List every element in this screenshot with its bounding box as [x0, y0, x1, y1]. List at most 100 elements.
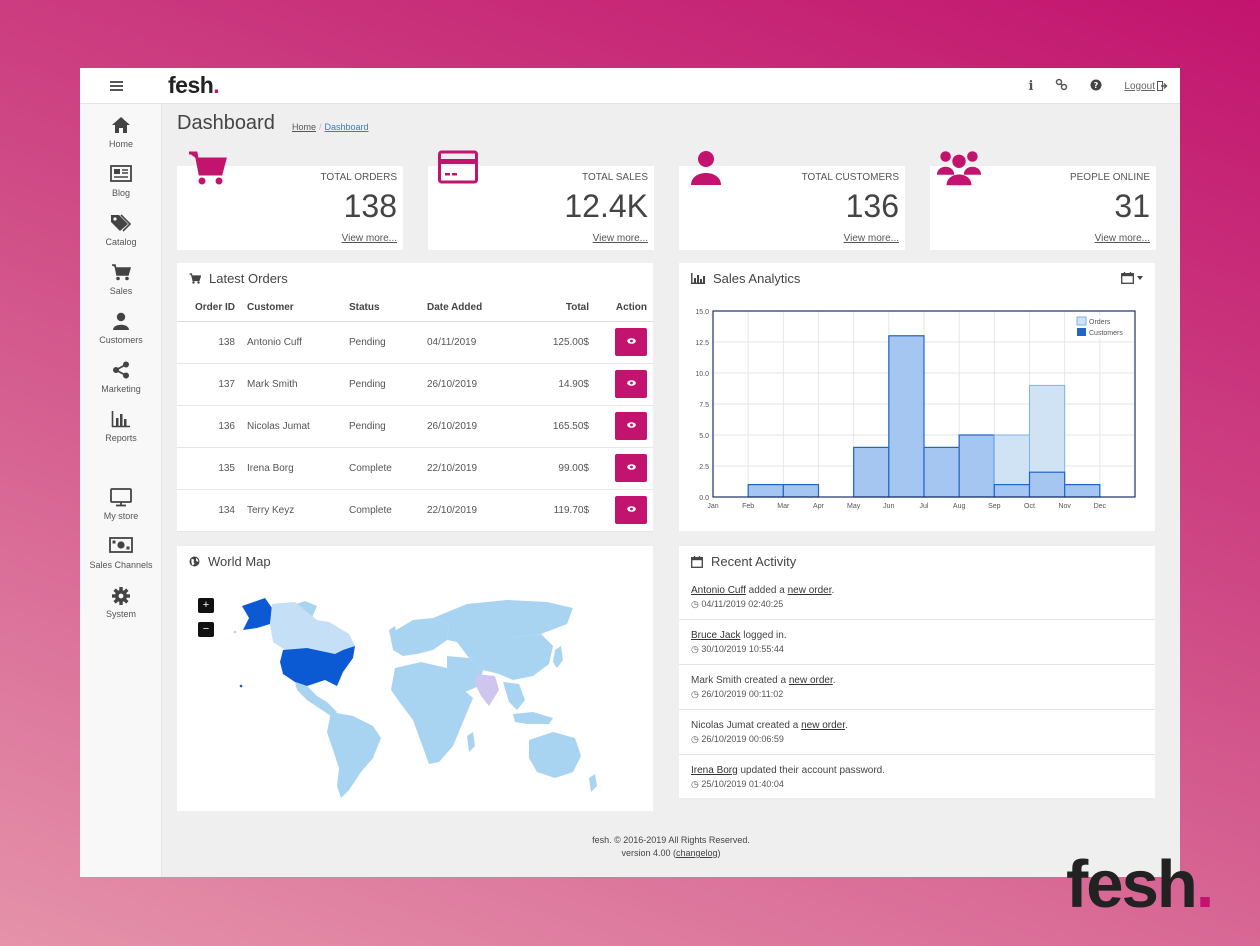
table-row: 137 Mark Smith Pending 26/10/2019 14.90$ [177, 363, 653, 406]
calendar-dropdown-button[interactable] [1121, 272, 1143, 284]
eye-icon [626, 380, 636, 386]
view-more-link[interactable]: View more... [843, 233, 899, 244]
order-date: 22/10/2019 [427, 489, 529, 532]
activity-item: Mark Smith created a new order. ◷ 26/10/… [679, 666, 1155, 710]
logo[interactable]: fesh. [168, 72, 220, 99]
map-region-australia [529, 732, 581, 778]
sidebar-item-home[interactable]: Home [80, 116, 162, 149]
activity-end: . [831, 585, 835, 596]
zoom-in-button[interactable]: + [198, 598, 214, 613]
order-customer: Mark Smith [247, 363, 349, 406]
map-region-india [475, 674, 499, 706]
x-tick-label: Oct [1024, 503, 1035, 510]
activity-text: Irena Borg updated their account passwor… [691, 765, 1155, 776]
eye-icon [626, 422, 636, 428]
sidebar-item-blog[interactable]: Blog [80, 165, 162, 198]
clock-icon: ◷ [691, 779, 702, 789]
map-region-asia [457, 634, 553, 680]
map-region-africa [391, 662, 473, 764]
view-more-link[interactable]: View more... [592, 233, 648, 244]
sidebar-item-sales-channels[interactable]: Sales Channels [80, 537, 162, 570]
sidebar-label: System [105, 609, 136, 619]
order-customer: Antonio Cuff [247, 321, 349, 364]
menu-toggle-icon[interactable] [110, 81, 123, 91]
breadcrumb-dashboard[interactable]: Dashboard [324, 122, 369, 132]
view-order-button[interactable] [615, 454, 647, 482]
order-total: 125.00$ [529, 321, 589, 364]
order-total: 119.70$ [529, 489, 589, 532]
view-order-button[interactable] [615, 496, 647, 524]
clock-icon: ◷ [691, 734, 702, 744]
version-close: ) [717, 848, 721, 858]
bar-customers [958, 434, 995, 498]
sidebar-item-my-store[interactable]: My store [80, 488, 162, 521]
activity-item: Nicolas Jumat created a new order. ◷ 26/… [679, 711, 1155, 755]
activity-item: Bruce Jack logged in. ◷ 30/10/2019 10:55… [679, 621, 1155, 665]
sidebar: Home Blog Catalog Sales Customers Market… [80, 104, 162, 877]
changelog-link[interactable]: changelog [675, 848, 718, 858]
zoom-out-button[interactable]: − [198, 622, 214, 637]
clock-icon: ◷ [691, 599, 702, 609]
sidebar-item-reports[interactable]: Reports [80, 410, 162, 443]
breadcrumb-home[interactable]: Home [292, 122, 317, 132]
clock-icon: ◷ [691, 689, 702, 699]
world-map[interactable] [177, 546, 653, 811]
view-order-button[interactable] [615, 328, 647, 356]
x-tick-label: Apr [813, 503, 825, 510]
view-more-link[interactable]: View more... [341, 233, 397, 244]
recent-activity-panel: Recent Activity Antonio Cuff added a new… [679, 546, 1155, 798]
sidebar-item-system[interactable]: System [80, 586, 162, 619]
calendar-icon [1121, 272, 1134, 284]
map-region-europe [391, 618, 449, 656]
activity-order-link[interactable]: new order [788, 675, 833, 686]
view-order-button[interactable] [615, 370, 647, 398]
sidebar-item-marketing[interactable]: Marketing [80, 361, 162, 394]
order-action [589, 489, 653, 532]
x-tick-label: Mar [777, 503, 790, 510]
map-region-uk [389, 626, 397, 640]
stat-total-customers: TOTAL CUSTOMERS 136 View more... [679, 151, 905, 250]
sidebar-item-customers[interactable]: Customers [80, 312, 162, 345]
legend-label: Customers [1089, 330, 1123, 337]
order-id: 137 [177, 363, 247, 406]
y-tick-label: 15.0 [695, 309, 709, 316]
order-status: Complete [349, 447, 427, 490]
order-id: 135 [177, 447, 247, 490]
view-more-link[interactable]: View more... [1094, 233, 1150, 244]
map-region-usa [280, 646, 355, 686]
y-tick-label: 12.5 [695, 340, 709, 347]
x-tick-label: Jan [707, 503, 718, 510]
view-order-button[interactable] [615, 412, 647, 440]
activity-timestamp: 25/10/2019 01:40:04 [701, 779, 784, 789]
bar-customers [923, 446, 960, 498]
activity-actor-link[interactable]: Antonio Cuff [691, 585, 746, 596]
info-icon[interactable]: i [1028, 78, 1034, 94]
bar-customers [888, 335, 925, 498]
activity-actor-link[interactable]: Irena Borg [691, 765, 738, 776]
activity-actor: Nicolas Jumat [691, 720, 754, 731]
sidebar-item-sales[interactable]: Sales [80, 263, 162, 296]
stat-label: PEOPLE ONLINE [1069, 172, 1150, 183]
monitor-icon [80, 488, 162, 510]
activity-order-link[interactable]: new order [787, 585, 832, 596]
sidebar-label: Marketing [101, 384, 141, 394]
table-row: 135 Irena Borg Complete 22/10/2019 99.00… [177, 447, 653, 490]
caret-down-icon [1137, 276, 1143, 280]
order-date: 04/11/2019 [427, 321, 529, 364]
sidebar-item-catalog[interactable]: Catalog [80, 214, 162, 247]
help-icon[interactable]: ? [1090, 79, 1102, 94]
logout-link[interactable]: Logout [1124, 81, 1168, 92]
order-status: Pending [349, 321, 427, 364]
home-icon [80, 116, 162, 138]
stat-value: 136 [845, 188, 899, 224]
link-icon[interactable] [1055, 78, 1068, 94]
x-tick-label: Sep [988, 503, 1001, 510]
activity-order-link[interactable]: new order [801, 720, 845, 731]
x-tick-label: May [847, 503, 861, 510]
map-region-alaska [242, 598, 272, 630]
logout-icon [1157, 81, 1168, 91]
activity-actor-link[interactable]: Bruce Jack [691, 630, 741, 641]
order-status: Pending [349, 405, 427, 448]
sales-chart: 0.0 2.5 5.0 7.5 10.0 12.5 15.0 Jan Feb Mar Apr May J… [695, 309, 1136, 510]
top-icons: i ? Logout [1028, 78, 1168, 94]
